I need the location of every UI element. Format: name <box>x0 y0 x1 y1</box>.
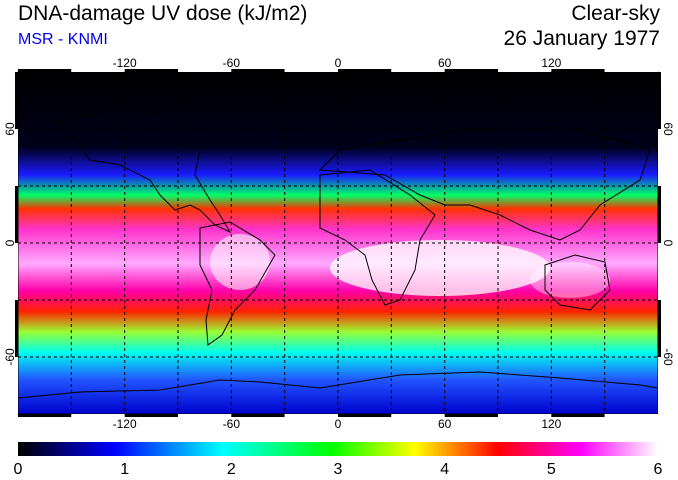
map-border-scale <box>15 69 661 417</box>
border-segment-left <box>15 186 18 243</box>
border-segment-bottom <box>231 414 285 417</box>
longitude-label-top: -120 <box>113 56 137 70</box>
longitude-labels-top: -120 -60 0 60 120 <box>113 56 562 70</box>
sky-condition-label: Clear-sky <box>571 2 660 25</box>
colorbar <box>18 442 658 456</box>
longitude-label-top: 60 <box>438 56 452 70</box>
graticule <box>18 72 658 414</box>
border-segment-bottom <box>551 414 605 417</box>
border-segment-left <box>15 72 18 129</box>
border-segment-right <box>658 72 661 129</box>
longitude-label-top: -60 <box>223 56 241 70</box>
border-segment-top <box>124 69 178 72</box>
coastline-south-america <box>199 221 276 346</box>
colorbar-label: 0 <box>14 461 23 478</box>
border-segment-top <box>231 69 285 72</box>
border-segment-bottom <box>178 414 232 417</box>
uv-maximum-south-america <box>210 234 270 290</box>
latitude-label-left: -60 <box>3 348 17 366</box>
border-segment-bottom <box>498 414 552 417</box>
longitude-label-bottom: 120 <box>541 417 561 431</box>
border-segment-top <box>551 69 605 72</box>
longitude-label-bottom: -120 <box>113 417 137 431</box>
border-segment-top <box>604 69 658 72</box>
uv-maximum-africa <box>330 240 550 296</box>
longitude-label-bottom: 60 <box>438 417 452 431</box>
border-segment-top <box>444 69 498 72</box>
latitude-labels-left: 60 0 -60 <box>3 122 17 366</box>
longitude-label-top: 0 <box>335 56 342 70</box>
colorbar-label: 3 <box>334 461 343 478</box>
border-segment-bottom <box>338 414 392 417</box>
latitude-label-left: 0 <box>3 239 17 246</box>
border-segment-bottom <box>444 414 498 417</box>
coastline-antarctica <box>17 371 659 399</box>
colorbar-label: 5 <box>547 461 556 478</box>
border-segment-bottom <box>604 414 658 417</box>
border-segment-right <box>658 186 661 243</box>
coastline-africa <box>319 169 436 306</box>
colorbar-label: 6 <box>654 461 663 478</box>
border-segment-right <box>658 243 661 300</box>
border-segment-bottom <box>284 414 338 417</box>
map-title: DNA-damage UV dose (kJ/m2) <box>18 2 308 25</box>
latitude-label-right: 0 <box>661 240 675 247</box>
coastline-eurasia <box>318 127 651 241</box>
uv-maximum-australia <box>530 262 610 298</box>
latitude-label-right: -60 <box>661 348 675 366</box>
border-segment-top <box>498 69 552 72</box>
border-segment-left <box>15 300 18 357</box>
border-segment-right <box>658 129 661 186</box>
border-segment-top <box>391 69 445 72</box>
colorbar-label: 2 <box>227 461 236 478</box>
credit-label: MSR - KNMI <box>18 31 108 48</box>
border-segment-right <box>658 357 661 414</box>
longitude-labels-bottom: -120 -60 0 60 120 <box>113 417 562 431</box>
colorbar-label: 1 <box>120 461 129 478</box>
border-segment-left <box>15 243 18 300</box>
border-segment-left <box>15 357 18 414</box>
border-segment-top <box>71 69 125 72</box>
latitude-label-right: 60 <box>661 122 675 136</box>
border-segment-top <box>178 69 232 72</box>
longitude-label-bottom: 0 <box>335 417 342 431</box>
border-segment-top <box>338 69 392 72</box>
border-segment-bottom <box>124 414 178 417</box>
latitude-labels-right: 60 0 -60 <box>661 122 675 366</box>
border-segment-bottom <box>391 414 445 417</box>
border-segment-left <box>15 129 18 186</box>
border-segment-bottom <box>71 414 125 417</box>
longitude-label-bottom: -60 <box>223 417 241 431</box>
colorbar-label: 4 <box>440 461 449 478</box>
longitude-label-top: 120 <box>541 56 561 70</box>
border-segment-top <box>284 69 338 72</box>
colorbar-labels: 0 1 2 3 4 5 6 <box>14 461 663 478</box>
border-segment-top <box>18 69 72 72</box>
border-segment-right <box>658 300 661 357</box>
latitude-label-left: 60 <box>3 122 17 136</box>
border-segment-bottom <box>18 414 72 417</box>
coastlines <box>17 109 659 399</box>
date-label: 26 January 1977 <box>503 27 660 50</box>
